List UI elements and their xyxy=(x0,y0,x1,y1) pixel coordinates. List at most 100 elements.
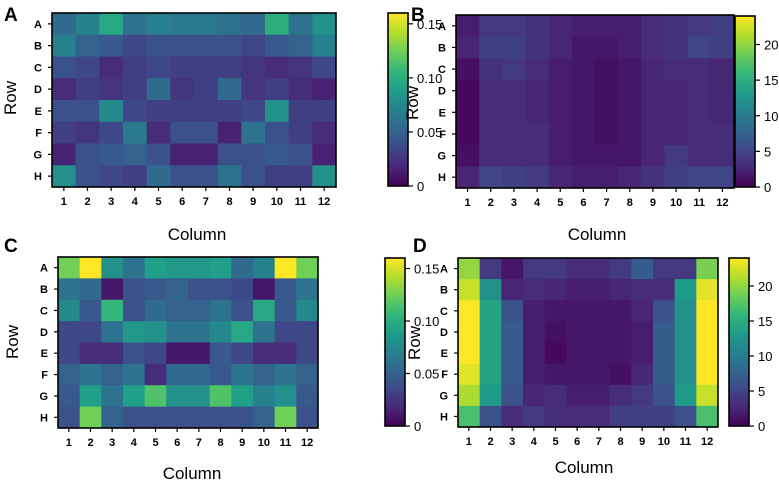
row-label: A xyxy=(438,21,446,33)
heatmap-cell: G8: 1.5 xyxy=(618,144,642,167)
heatmap-cell: F5: 2 xyxy=(548,123,573,146)
heatmap-cell: G3: 3 xyxy=(502,144,526,167)
heatmap-cell: A4: 3.5 xyxy=(525,15,550,38)
heatmap-cell: B12: 0.06 xyxy=(296,278,319,301)
heatmap-cell: D8: 1.5 xyxy=(609,321,632,343)
heatmap-cell: D3: 3 xyxy=(502,79,526,102)
colorbar-tick-label: 0 xyxy=(764,180,771,195)
heatmap-cell: D1: 0.02 xyxy=(52,78,77,101)
column-label: 1 xyxy=(61,196,67,208)
heatmap-cell: F12: 0.02 xyxy=(312,121,337,144)
row-label: C xyxy=(34,62,42,74)
heatmap-cell: B7: 0.04 xyxy=(194,34,219,57)
column-label: 10 xyxy=(271,196,283,208)
colorbar-tick-label: 15 xyxy=(764,73,778,88)
heatmap-cell: E12: 24 xyxy=(696,342,719,365)
heatmap-cell: C3: 0.105 xyxy=(101,299,124,322)
heatmap-cell: A12: 19 xyxy=(696,258,719,280)
heatmap-cell: H7: 2 xyxy=(595,166,619,189)
heatmap-cell: F11: 12 xyxy=(674,363,697,386)
heatmap-cell: A11: 4 xyxy=(687,15,712,38)
heatmap-cell: A9: 0.055 xyxy=(241,13,266,36)
colorbar-tick-label: 15 xyxy=(758,314,772,329)
heatmap-cell: A8: 2 xyxy=(618,15,642,38)
heatmap-cell: C8: 0.06 xyxy=(209,299,232,322)
heatmap-cell: E8: 1.5 xyxy=(618,101,642,124)
x-axis-title: Column xyxy=(168,225,227,244)
heatmap-cell: F3: 7 xyxy=(501,363,524,386)
heatmap-cell: A5: 2.5 xyxy=(548,15,573,38)
heatmap-cell: F2: 0.025 xyxy=(75,121,100,144)
heatmap-cell: G7: 2 xyxy=(588,384,611,407)
heatmap-cell: D2: 14 xyxy=(479,321,502,343)
heatmap-cell: E3: 0.075 xyxy=(99,100,124,123)
heatmap-cell: H4: 0.03 xyxy=(123,165,148,188)
heatmap-cell: B11: 0.045 xyxy=(274,278,297,301)
heatmap-cell: C12: 0.035 xyxy=(312,56,337,79)
x-axis-title: Column xyxy=(163,464,222,483)
row-label: E xyxy=(439,107,446,119)
heatmap-cell: B6: 0.04 xyxy=(170,34,195,57)
heatmap-cell: A3: 0.08 xyxy=(101,257,124,279)
colorbar-tick-label: 20 xyxy=(758,279,772,294)
heatmap-cell: H4: 4 xyxy=(523,405,546,428)
heatmap-cell: D10: 2.5 xyxy=(664,79,689,102)
heatmap-cell: F12: 3 xyxy=(710,123,735,146)
heatmap-cell: E6: 1.5 xyxy=(566,342,589,365)
heatmap-cell: E2: 0.04 xyxy=(75,100,100,123)
heatmap-cell: D4: 2 xyxy=(523,321,546,343)
heatmap-cell: G3: 0.06 xyxy=(101,385,124,408)
column-label: 10 xyxy=(670,197,682,209)
heatmap-cell: F4: 3 xyxy=(525,123,550,146)
heatmap-cell: G1: 0.015 xyxy=(52,143,77,166)
heatmap-cell: G2: 0.04 xyxy=(75,143,100,166)
heatmap-cell: C4: 3 xyxy=(525,58,550,81)
heatmap-cell: D12: 24 xyxy=(696,321,719,343)
heatmap-cell: B5: 2.5 xyxy=(548,36,573,59)
heatmap-cell: E12: 2.5 xyxy=(710,101,735,124)
heatmap-cell: A6: 0.065 xyxy=(170,13,195,36)
heatmap-cell: B5: 0.045 xyxy=(144,278,167,301)
heatmap-cell: G7: 0.08 xyxy=(188,385,211,408)
heatmap-cell: A11: 0.16 xyxy=(274,257,297,279)
heatmap-cell: B4: 0.035 xyxy=(123,34,148,57)
colorbar-tick-label: 0.05 xyxy=(414,367,439,382)
heatmap-cell: F2: 0.06 xyxy=(79,363,102,386)
heatmap-cell: G1: 1 xyxy=(456,144,480,167)
heatmap-cell: E7: 1 xyxy=(595,101,619,124)
heatmap-cell: H5: 0.04 xyxy=(144,406,167,429)
heatmap-cell: C10: 3 xyxy=(664,58,689,81)
heatmap-cell: B12: 23 xyxy=(696,279,719,301)
heatmap-cell: G4: 2.5 xyxy=(523,384,546,407)
heatmap-cell: A2: 4 xyxy=(479,258,502,280)
row-label: A xyxy=(40,263,48,275)
row-label: D xyxy=(438,86,446,98)
heatmap-cell: D2: 0.035 xyxy=(79,321,102,343)
heatmap-cell: B10: 0.045 xyxy=(265,34,290,57)
heatmap-cell: F1: 0.03 xyxy=(52,121,77,144)
heatmap-cell: F8: 0.045 xyxy=(209,363,232,386)
heatmap-cell: E1: 0.5 xyxy=(456,101,480,124)
heatmap-cell: E4: 2.5 xyxy=(525,101,550,124)
heatmap-cell: D1: 0.035 xyxy=(58,321,81,343)
column-label: 11 xyxy=(693,197,705,209)
column-label: 3 xyxy=(509,436,515,448)
heatmap-cell: B4: 3 xyxy=(523,279,546,301)
heatmap-cell: A9: 7 xyxy=(631,258,654,280)
heatmap-cell: G9: 0.04 xyxy=(241,143,266,166)
column-label: 8 xyxy=(217,437,223,449)
heatmap-cell: C11: 0.025 xyxy=(288,56,313,79)
heatmap-cell: F1: 23 xyxy=(458,363,481,386)
heatmap-cell: E2: 14 xyxy=(479,342,502,365)
column-label: 9 xyxy=(650,197,656,209)
heatmap-cell: B2: 12 xyxy=(479,279,502,301)
heatmap-cell: A10: 3.5 xyxy=(664,15,689,38)
heatmap-cell: E4: 2 xyxy=(523,342,546,365)
heatmap-cell: B8: 0.04 xyxy=(217,34,242,57)
heatmap-cell: H4: 0.04 xyxy=(123,406,146,429)
column-label: 12 xyxy=(301,437,313,449)
heatmap-cell: G11: 0.04 xyxy=(288,143,313,166)
heatmap-cell: A5: 0.07 xyxy=(146,13,171,36)
heatmap-cell: H2: 6 xyxy=(479,405,502,428)
heatmap-cell: G10: 6 xyxy=(653,384,676,407)
